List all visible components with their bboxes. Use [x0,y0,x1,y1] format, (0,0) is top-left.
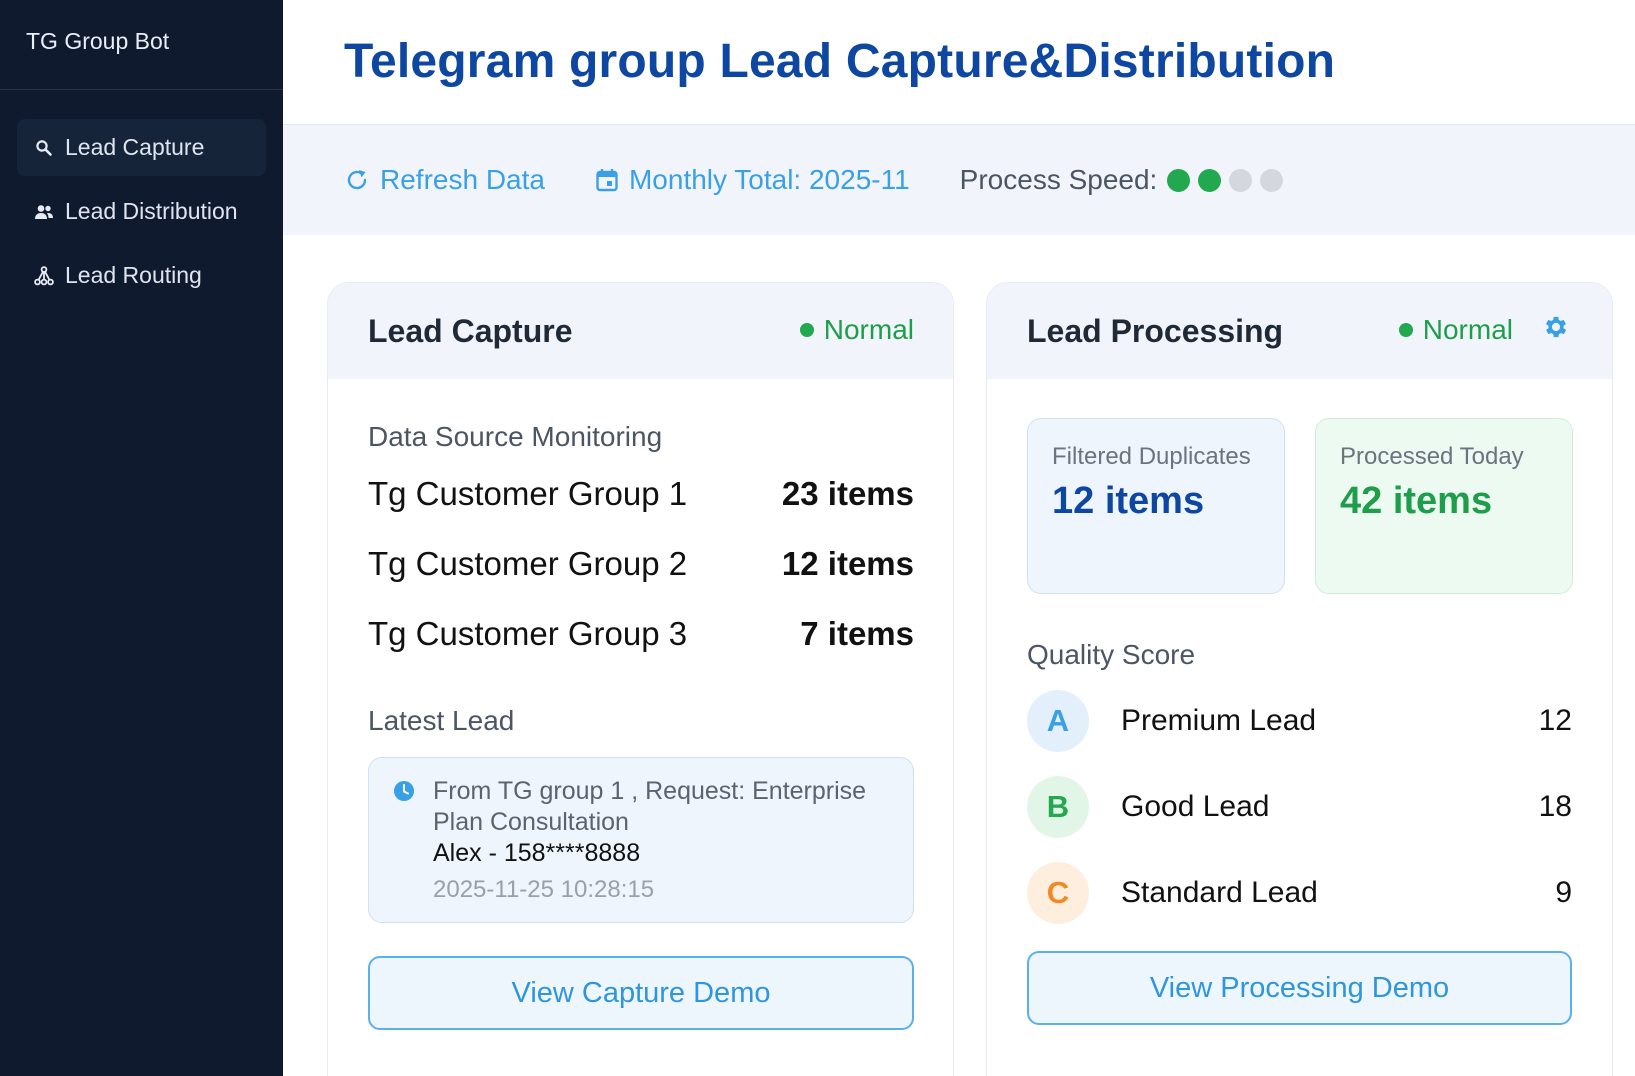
source-name: Tg Customer Group 3 [368,615,688,652]
sidebar-item-label: Lead Routing [65,262,202,288]
quality-name: Premium Lead [1121,704,1317,737]
source-name: Tg Customer Group 1 [368,475,688,512]
view-processing-demo-button[interactable]: View Processing Demo [1027,951,1572,1025]
latest-lead-timestamp: 2025-11-25 10:28:15 [433,876,655,903]
grade-badge: A [1027,690,1089,752]
routing-icon [34,265,54,286]
data-source-monitoring-label: Data Source Monitoring [368,421,663,452]
calendar-icon [596,169,618,192]
source-name: Tg Customer Group 2 [368,545,688,582]
sidebar-item-label: Lead Distribution [65,198,238,224]
sidebar: TG Group Bot Lead Capture Lead Distribut… [0,0,283,1076]
grade-badge: C [1027,862,1089,924]
status-text: Normal [823,314,914,345]
page-header: Telegram group Lead Capture&Distribution [283,0,1635,125]
monthly-total-button[interactable]: Monthly Total: 2025-11 [595,164,910,196]
quality-count: 12 [1538,704,1572,737]
quality-score-label: Quality Score [1027,639,1196,670]
source-row: Tg Customer Group 3 7 items [368,599,914,669]
status-badge: Normal [1398,314,1513,346]
stat-label: Processed Today [1340,443,1524,470]
gear-icon[interactable] [1542,313,1570,341]
grade-badge: B [1027,776,1089,838]
source-count: 23 items [781,475,914,512]
sidebar-item-label: Lead Capture [65,134,205,160]
stat-value: 42 items [1340,480,1493,522]
clock-icon [394,781,414,801]
card-title: Lead Processing [1027,312,1284,349]
sidebar-item-lead-capture[interactable]: Lead Capture [17,119,266,176]
card-header: Lead Capture Normal [328,283,953,379]
sidebar-nav: Lead Capture Lead Distribution Lead Rout… [0,90,283,304]
refresh-icon [347,170,367,190]
card-title: Lead Capture [368,312,573,349]
latest-lead-request: From TG group 1 , Request: Enterprise Pl… [433,777,867,836]
sidebar-item-lead-routing[interactable]: Lead Routing [17,247,266,304]
process-speed-label: Process Speed: [959,164,1158,195]
quality-count: 9 [1555,876,1572,909]
speed-dot-inactive [1229,168,1253,192]
latest-lead-contact: Alex - 158****8888 [433,839,641,867]
brand-name: TG Group Bot [0,0,283,90]
monthly-total-label: Monthly Total: 2025-11 [628,164,910,195]
card-header: Lead Processing Normal [987,283,1612,379]
latest-lead-label: Latest Lead [368,705,515,736]
main-content: Telegram group Lead Capture&Distribution… [283,0,1635,1076]
lead-capture-card: Lead Capture Normal Data Source Monitori… [327,282,954,1076]
page-title: Telegram group Lead Capture&Distribution [344,35,1336,88]
filtered-duplicates-stat: Filtered Duplicates 12 items [1027,418,1285,594]
latest-lead-box: From TG group 1 , Request: Enterprise Pl… [368,757,914,923]
refresh-data-label: Refresh Data [380,164,545,195]
speed-dot-active [1167,168,1191,192]
quality-count: 18 [1538,790,1572,823]
status-dot-icon [1398,323,1413,337]
stat-value: 12 items [1052,480,1205,522]
quality-name: Standard Lead [1121,876,1318,909]
lead-processing-card: Lead Processing Normal Filtered Duplicat… [986,282,1613,1076]
status-dot-icon [799,323,814,337]
status-text: Normal [1422,314,1513,345]
source-count: 7 items [800,615,914,652]
stat-label: Filtered Duplicates [1052,443,1251,470]
sidebar-item-lead-distribution[interactable]: Lead Distribution [17,183,266,240]
speed-dot-inactive [1260,168,1284,192]
quality-name: Good Lead [1121,790,1270,823]
quality-row: A Premium Lead 12 [1027,689,1572,753]
source-row: Tg Customer Group 2 12 items [368,529,914,599]
quality-row: C Standard Lead 9 [1027,861,1572,925]
source-count: 12 items [781,545,914,582]
users-icon [34,202,54,222]
view-capture-demo-button[interactable]: View Capture Demo [368,956,914,1030]
status-badge: Normal [799,314,914,346]
quality-row: B Good Lead 18 [1027,775,1572,839]
search-icon [34,138,54,158]
speed-dot-active [1198,168,1222,192]
source-row: Tg Customer Group 1 23 items [368,459,914,529]
refresh-data-button[interactable]: Refresh Data [344,164,545,196]
toolbar: Refresh Data Monthly Total: 2025-11 Proc… [283,125,1635,235]
process-speed: Process Speed: [960,164,1284,196]
processed-today-stat: Processed Today 42 items [1315,418,1573,594]
process-speed-indicator [1167,168,1284,192]
